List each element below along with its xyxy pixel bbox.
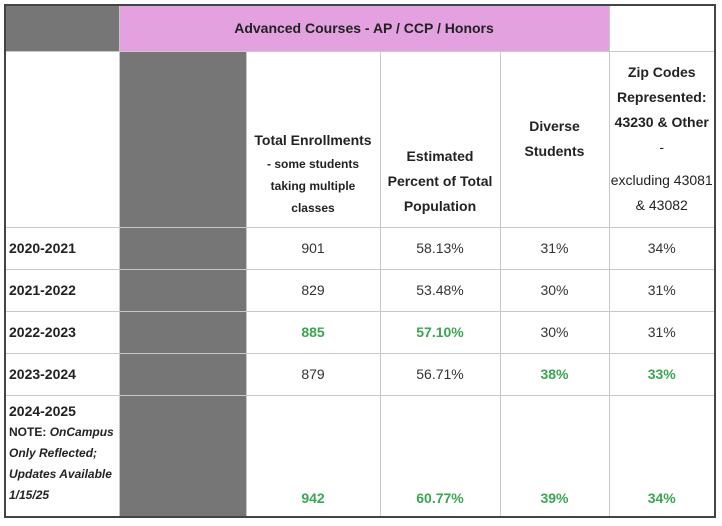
cell-zip: 31%: [608, 310, 716, 354]
header-total-enrollments: Total Enrollments - some students taking…: [245, 50, 381, 228]
header-total-enrollments-label: Total Enrollments: [254, 131, 372, 148]
cell-diverse: 38%: [499, 352, 610, 396]
cell-diverse: 39%: [499, 394, 610, 518]
cell-diverse: 30%: [499, 268, 610, 312]
cell-percent: 58.13%: [379, 226, 501, 270]
cell-zip: 34%: [608, 394, 716, 518]
row-year: 2020-2021: [4, 226, 120, 270]
header-zip-codes-dash: -: [659, 138, 665, 155]
table-row: 2023-2024 879 56.71% 38% 33%: [4, 352, 716, 396]
year-header-cell: [4, 50, 120, 228]
grey-spacer: [118, 226, 247, 270]
row-year: 2022-2023: [4, 310, 120, 354]
row-year: 2024-2025: [9, 402, 76, 419]
header-zip-codes: Zip Codes Represented: 43230 & Other - e…: [608, 50, 716, 228]
table-row: 2024-2025 NOTE: OnCampus Only Reflected;…: [4, 394, 716, 518]
advanced-courses-table: Advanced Courses - AP / CCP / Honors Tot…: [4, 4, 716, 518]
cell-percent: 57.10%: [379, 310, 501, 354]
header-zip-codes-title: Zip Codes Represented: 43230 & Other: [614, 63, 709, 130]
corner-cell: [4, 4, 120, 52]
cell-percent: 53.48%: [379, 268, 501, 312]
table-row: 2021-2022 829 53.48% 30% 31%: [4, 268, 716, 312]
row-note: NOTE: OnCampus Only Reflected; Updates A…: [9, 422, 118, 506]
cell-diverse: 30%: [499, 310, 610, 354]
cell-zip: 31%: [608, 268, 716, 312]
header-estimated-percent: Estimated Percent of Total Population: [379, 50, 501, 228]
header-diverse-students: Diverse Students: [499, 50, 610, 228]
cell-percent: 56.71%: [379, 352, 501, 396]
table-row: 2022-2023 885 57.10% 30% 31%: [4, 310, 716, 354]
cell-enrollments: 885: [245, 310, 381, 354]
row-year-with-note: 2024-2025 NOTE: OnCampus Only Reflected;…: [4, 394, 120, 518]
grey-spacer: [118, 394, 247, 518]
note-text: OnCampus Only Reflected; Updates Availab…: [9, 424, 114, 502]
cell-enrollments: 901: [245, 226, 381, 270]
cell-percent: 60.77%: [379, 394, 501, 518]
grey-spacer-header: [118, 50, 247, 228]
cell-diverse: 31%: [499, 226, 610, 270]
cell-zip: 34%: [608, 226, 716, 270]
row-year: 2021-2022: [4, 268, 120, 312]
table-row: 2020-2021 901 58.13% 31% 34%: [4, 226, 716, 270]
cell-enrollments: 829: [245, 268, 381, 312]
cell-enrollments: 879: [245, 352, 381, 396]
header-total-enrollments-note: - some students taking multiple classes: [266, 156, 359, 215]
grey-spacer: [118, 310, 247, 354]
empty-header-cell: [608, 4, 716, 52]
grey-spacer: [118, 352, 247, 396]
row-year: 2023-2024: [4, 352, 120, 396]
grey-spacer: [118, 268, 247, 312]
header-zip-codes-excluding: excluding 43081 & 43082: [610, 171, 713, 213]
cell-zip: 33%: [608, 352, 716, 396]
cell-enrollments: 942: [245, 394, 381, 518]
note-label: NOTE:: [9, 424, 47, 439]
table-title: Advanced Courses - AP / CCP / Honors: [118, 4, 610, 52]
